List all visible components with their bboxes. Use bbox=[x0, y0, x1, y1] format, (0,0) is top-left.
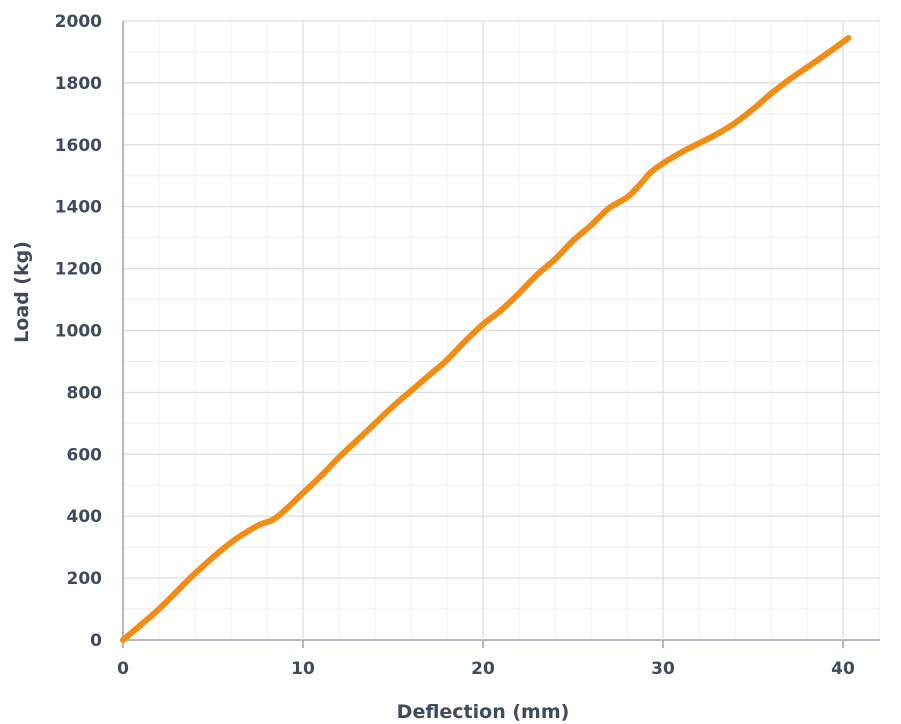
y-tick-label: 400 bbox=[67, 507, 103, 527]
y-tick-label: 200 bbox=[67, 569, 103, 589]
y-tick-label: 800 bbox=[67, 383, 103, 403]
y-tick-label: 1000 bbox=[55, 322, 102, 342]
x-axis-title: Deflection (mm) bbox=[397, 701, 570, 723]
x-tick-label: 10 bbox=[291, 659, 315, 679]
x-tick-label: 20 bbox=[471, 659, 495, 679]
x-tick-label: 30 bbox=[651, 659, 675, 679]
x-tick-label: 40 bbox=[831, 659, 855, 679]
y-tick-label: 1800 bbox=[55, 74, 102, 94]
major-grid bbox=[122, 20, 880, 648]
x-tick-label: 0 bbox=[117, 659, 129, 679]
x-axis-ticks: 0 10 20 30 40 bbox=[117, 659, 855, 679]
y-tick-label: 1400 bbox=[55, 198, 102, 218]
y-axis-ticks: 0 200 400 600 800 1000 1200 1400 1600 1800 2000 bbox=[55, 12, 102, 651]
y-tick-label: 1600 bbox=[55, 136, 102, 156]
y-tick-label: 600 bbox=[67, 445, 103, 465]
y-axis-title: Load (kg) bbox=[11, 241, 33, 343]
y-tick-label: 2000 bbox=[55, 12, 102, 32]
y-tick-label: 0 bbox=[90, 631, 102, 651]
y-tick-label: 1200 bbox=[55, 260, 102, 280]
series-line bbox=[120, 35, 852, 643]
